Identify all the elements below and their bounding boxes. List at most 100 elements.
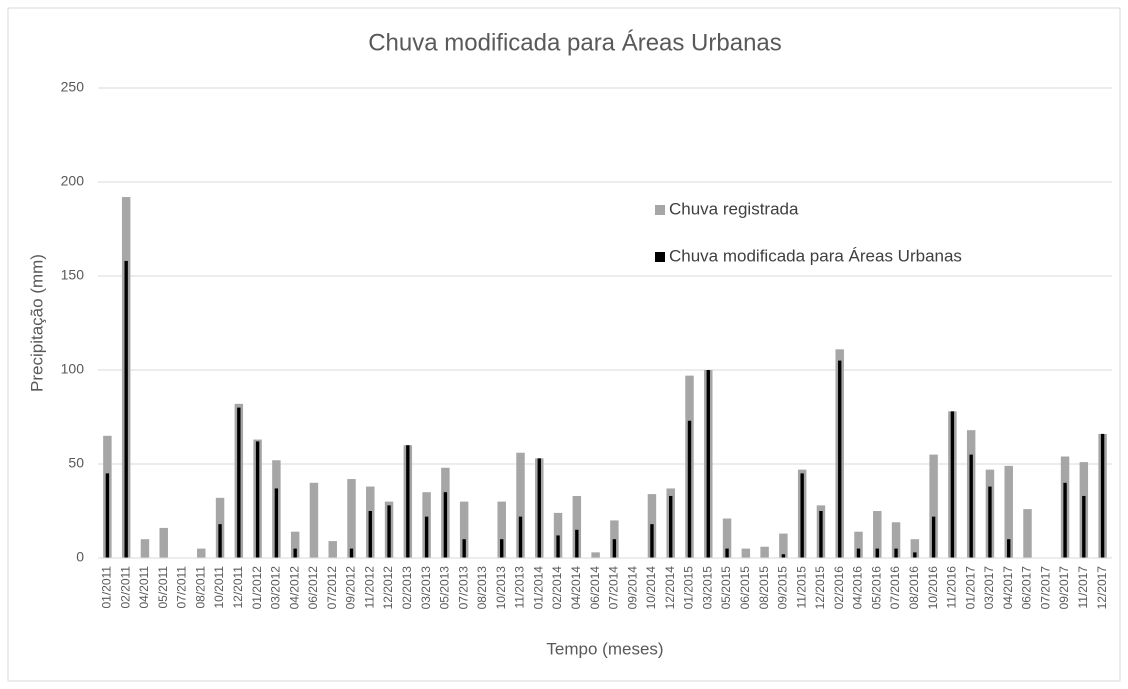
x-tick-label: 12/2015 [813,566,827,610]
x-tick-label: 03/2012 [269,566,283,610]
bar [328,541,337,558]
x-tick-label: 02/2014 [550,566,564,610]
x-tick-label: 03/2015 [700,566,714,610]
bar [856,548,861,558]
bar [537,458,541,558]
x-tick-label: 01/2015 [682,566,696,610]
bar [650,524,654,558]
x-tick-label: 07/2011 [175,566,189,609]
x-tick-label: 02/2011 [118,566,132,609]
x-tick-label: 01/2017 [963,566,977,610]
x-tick-label: 05/2015 [719,566,733,610]
bar [988,486,992,558]
bar [760,546,769,558]
bar [1063,482,1067,558]
bar [459,501,469,558]
x-tick-label: 05/2016 [869,566,883,610]
bar [687,420,692,558]
bar [500,539,504,558]
bar [1004,465,1013,558]
bar [781,554,786,558]
bar [274,488,279,558]
bar [218,524,222,558]
x-tick-label: 02/2016 [832,566,846,610]
x-tick-label: 08/2015 [757,566,771,610]
chart-title: Chuva modificada para Áreas Urbanas [368,29,782,56]
bar [591,552,600,558]
bar [255,441,260,558]
bar [722,518,732,558]
x-tick-label: 10/2014 [644,566,658,610]
x-tick-label: 11/2013 [513,566,527,609]
x-tick-label: 12/2014 [663,566,677,610]
bar [1082,495,1086,558]
bar [159,527,168,558]
bar [349,548,354,558]
x-tick-label: 01/2012 [250,566,264,610]
x-tick-label: 01/2014 [531,566,545,610]
chart-frame [7,7,1121,682]
bar [424,516,429,558]
bar [516,452,525,558]
bar [894,548,898,558]
x-tick-label: 09/2014 [625,566,639,610]
x-tick-label: 04/2014 [569,566,583,610]
bar [612,539,617,558]
bar [950,411,955,558]
x-tick-label: 11/2012 [362,566,376,609]
bar [854,531,863,558]
bar [406,445,410,558]
legend-swatch [655,252,665,262]
bar [387,505,391,558]
bar [518,516,523,558]
x-tick-label: 06/2017 [1020,566,1034,610]
x-tick-label: 04/2011 [137,566,151,609]
y-tick-label: 100 [61,361,85,377]
x-tick-label: 07/2016 [888,566,902,610]
x-tick-label: 03/2017 [982,566,996,610]
bar [140,539,150,558]
bar [290,531,300,558]
x-axis-title: Tempo (meses) [546,639,663,658]
x-tick-label: 10/2013 [494,566,508,610]
bar [669,495,673,558]
x-tick-label: 07/2013 [456,566,470,610]
legend-label: Chuva registrada [669,199,799,218]
bar [293,548,297,558]
x-tick-label: 01/2011 [100,566,114,609]
bar [556,535,560,558]
x-tick-label: 12/2012 [381,566,395,610]
bar [462,539,466,558]
bar [741,548,751,558]
bar [929,454,938,558]
bar [1023,509,1032,558]
x-tick-label: 05/2013 [438,566,452,610]
x-tick-label: 11/2015 [794,566,808,609]
bar [706,370,710,558]
x-tick-label: 08/2011 [193,566,207,609]
x-tick-label: 09/2017 [1057,566,1071,610]
x-tick-label: 04/2012 [287,566,301,610]
y-tick-label: 250 [61,79,85,95]
bar [368,511,372,558]
y-tick-label: 50 [68,455,84,471]
bar [497,501,506,558]
bar [1007,539,1011,558]
y-tick-label: 0 [76,549,84,565]
x-tick-label: 11/2016 [945,566,959,609]
bar [572,495,582,558]
legend-label: Chuva modificada para Áreas Urbanas [669,246,962,265]
bar [910,539,920,558]
x-tick-label: 06/2015 [738,566,752,610]
x-tick-label: 12/2017 [1095,566,1109,610]
bar [725,548,729,558]
x-tick-label: 11/2017 [1076,566,1090,609]
bar [875,548,879,558]
bar [779,533,788,558]
x-tick-label: 06/2014 [588,566,602,610]
y-tick-label: 150 [61,267,85,283]
x-tick-label: 10/2016 [926,566,940,610]
bar [969,454,973,558]
x-tick-label: 09/2012 [344,566,358,610]
